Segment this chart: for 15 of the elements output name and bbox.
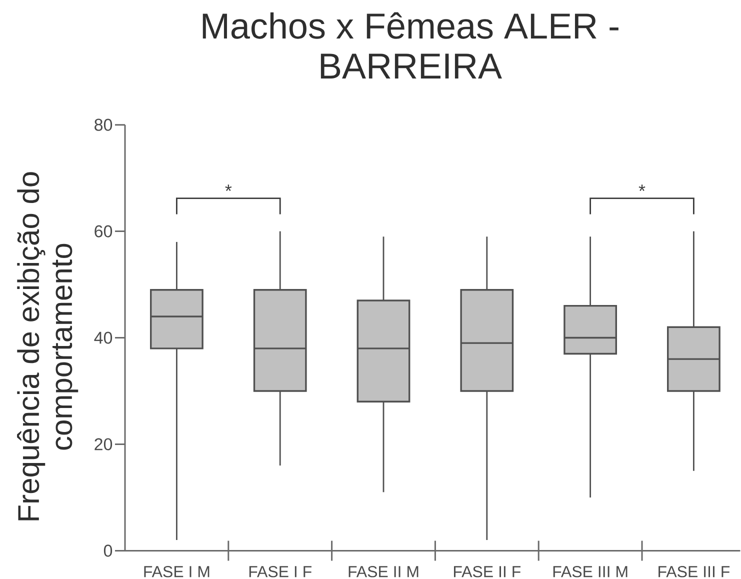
y-tick-label: 80 xyxy=(94,118,112,131)
x-tick-label: FASE II M xyxy=(348,566,418,578)
y-tick-label: 60 xyxy=(94,225,112,238)
x-tick-label: FASE III F xyxy=(658,566,730,578)
annotation: * xyxy=(638,184,646,191)
y-axis-title: Frequência de exibição do comportamento xyxy=(17,172,78,520)
x-tick-label: FASE II F xyxy=(454,566,520,578)
x-tick-label: FASE I F xyxy=(249,566,312,578)
annotation: * xyxy=(225,184,232,191)
y-tick-label: 0 xyxy=(104,544,112,557)
x-tick-label: FASE III M xyxy=(553,566,628,578)
y-tick-label: 20 xyxy=(94,438,112,450)
y-tick-label: 40 xyxy=(94,332,112,344)
x-tick-label: FASE I M xyxy=(144,566,210,578)
chart-title: Machos x Fêmeas ALER - BARREIRA xyxy=(202,12,618,78)
